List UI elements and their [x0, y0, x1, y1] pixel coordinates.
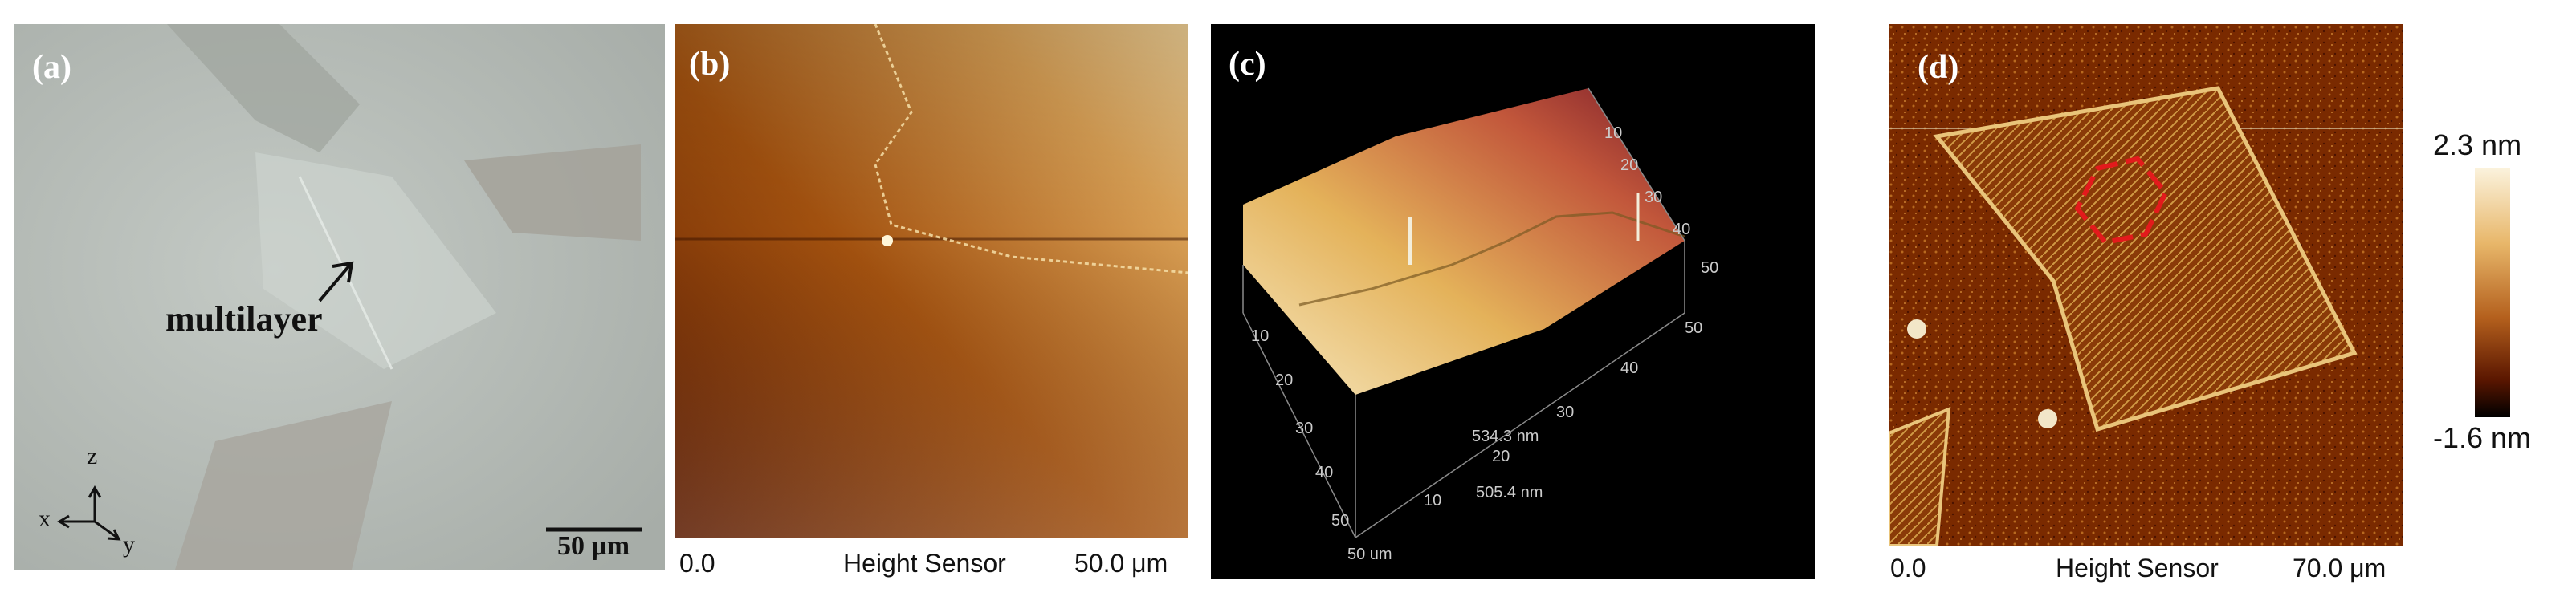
afm-3d-plot: 10 20 30 40 50 10 20 30 40 50 10 20 30 4…: [1242, 87, 1718, 563]
panel-d-afm-image: (d): [1889, 24, 2403, 546]
front-tick-4: 40: [1315, 464, 1333, 481]
panel-b-label: (b): [689, 46, 731, 83]
panel-d-axis-end: 70.0 μm: [2293, 554, 2386, 583]
optical-micrograph: [14, 24, 665, 570]
multilayer-region: [255, 152, 496, 369]
panel-a-label: (a): [32, 49, 71, 86]
panel-d-axis-title: Height Sensor: [2056, 554, 2219, 583]
panel-c-label: (c): [1229, 46, 1266, 83]
scale-bar-label: 50 μm: [557, 531, 630, 561]
particle-1: [1907, 319, 1926, 339]
multilayer-edge: [298, 176, 393, 370]
afm-height-map-d: [1889, 24, 2403, 546]
back-tick-4: 40: [1673, 221, 1690, 238]
axis-label-x: x: [39, 505, 51, 532]
hexagon-marker: [2074, 156, 2169, 246]
axis-box: [1242, 87, 1685, 539]
axis-label-z: z: [87, 443, 98, 469]
back-tick-2: 20: [1620, 156, 1638, 174]
flake-domain: [1933, 86, 2358, 432]
panel-c-3d-surface: 10 20 30 40 50 10 20 30 40 50 10 20 30 4…: [1211, 24, 1815, 579]
arrow-head: [332, 261, 354, 283]
back-tick-5: 50: [1701, 259, 1718, 277]
right-tick-3: 30: [1556, 404, 1574, 421]
multilayer-annotation: multilayer: [165, 299, 323, 339]
surface-step: [1298, 211, 1685, 306]
back-tick-3: 30: [1645, 189, 1662, 206]
colorbar-min-label: -1.6 nm: [2433, 421, 2532, 454]
particle: [882, 235, 893, 246]
corner-unit-label: 50 um: [1347, 546, 1392, 563]
right-tick-1: 10: [1424, 492, 1441, 509]
colorbar: [2475, 168, 2510, 417]
panel-b-axis-start: 0.0: [679, 549, 715, 578]
particle-2: [2038, 409, 2057, 428]
front-tick-5: 50: [1331, 512, 1349, 530]
height-shading: [675, 24, 1188, 538]
panel-b-axis-end: 50.0 μm: [1074, 549, 1168, 578]
coordinate-axes-icon: [57, 485, 121, 541]
right-tick-4: 40: [1620, 359, 1638, 377]
annotation-arrow: [318, 263, 352, 302]
z-label-top: 534.3 nm: [1472, 428, 1539, 445]
panel-a-optical-image: (a) multilayer z x y 50 μm: [14, 24, 665, 570]
front-tick-3: 30: [1295, 420, 1313, 437]
front-tick-2: 20: [1275, 371, 1293, 389]
back-tick-1: 10: [1604, 124, 1622, 142]
axis-label-y: y: [123, 531, 135, 558]
afm-height-map-b: [675, 24, 1188, 538]
flake-fragment: [1889, 406, 1951, 546]
panel-b-axis-title: Height Sensor: [843, 549, 1006, 578]
z-label-bottom: 505.4 nm: [1476, 484, 1543, 501]
flake-right: [464, 144, 641, 241]
panel-b-afm-image: (b): [675, 24, 1188, 538]
flake-edge: [874, 24, 1188, 274]
right-tick-5: 50: [1685, 319, 1702, 337]
right-tick-2: 20: [1492, 448, 1510, 465]
panel-d-label: (d): [1918, 49, 1959, 86]
front-tick-1: 10: [1251, 327, 1269, 345]
flake-top: [167, 24, 360, 152]
surface-mesh: [1243, 88, 1685, 395]
panel-d-axis-start: 0.0: [1890, 554, 1926, 583]
colorbar-max-label: 2.3 nm: [2433, 128, 2522, 161]
flake-bottom: [175, 401, 392, 570]
